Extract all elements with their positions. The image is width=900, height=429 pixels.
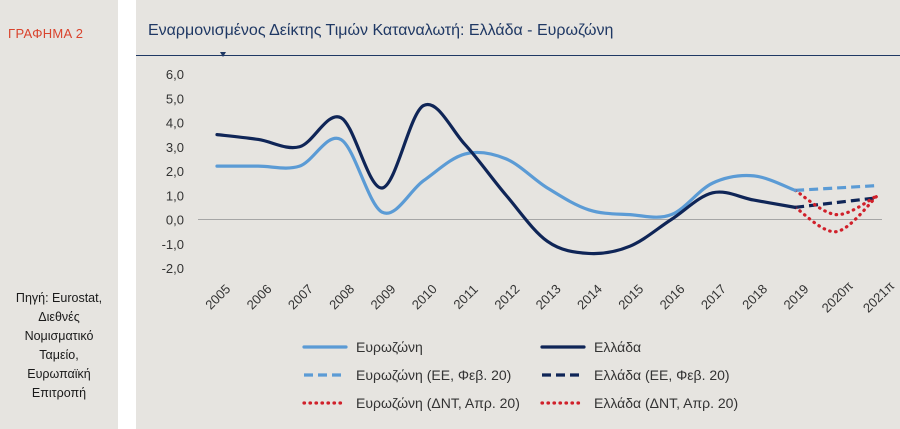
legend-swatch: [304, 373, 346, 377]
x-tick-label: 2011: [450, 282, 480, 312]
x-tick-label: 2020π: [819, 278, 856, 315]
x-tick-label: 2016: [657, 281, 688, 312]
y-tick-label: -1,0: [162, 237, 184, 252]
legend-item-eurozone-ec: Ευρωζώνη (ΕΕ, Φεβ. 20): [302, 364, 511, 386]
legend-label: Ευρωζώνη (ΕΕ, Φεβ. 20): [356, 367, 512, 383]
source-line: Νομισματικό: [24, 329, 94, 343]
series-line-0: [215, 136, 797, 219]
x-tick-label: 2021π: [860, 278, 897, 315]
legend-label: Ελλάδα (ΔΝΤ, Απρ. 20): [594, 395, 739, 411]
y-tick-label: 4,0: [166, 116, 184, 131]
legend-swatch: [540, 345, 586, 349]
legend-item-eurozone-imf: Ευρωζώνη (ΔΝΤ, Απρ. 20): [302, 392, 520, 414]
y-tick-label: 6,0: [166, 67, 184, 82]
legend-item-eurozone: Ευρωζώνη: [302, 336, 423, 358]
legend-label: Ελλάδα: [594, 339, 642, 355]
series-line-1: [215, 102, 797, 256]
x-tick-label: 2009: [367, 281, 398, 312]
x-tick-label: 2005: [202, 281, 233, 312]
legend-item-greece: Ελλάδα: [540, 336, 641, 358]
legend-label: Ελλάδα (ΕΕ, Φεβ. 20): [594, 367, 730, 383]
x-tick-label: 2015: [615, 281, 646, 312]
sidebar: ΓΡΑΦΗΜΑ 2 Πηγή: Eurostat, Διεθνές Νομισμ…: [0, 0, 118, 429]
legend-label: Ευρωζώνη: [356, 339, 423, 355]
source-line: Επιτροπή: [31, 386, 87, 400]
legend-label: Ευρωζώνη (ΔΝΤ, Απρ. 20): [356, 395, 520, 411]
chart-title: Εναρμονισμένος Δείκτης Τιμών Καταναλωτή:…: [148, 22, 614, 39]
x-tick-label: 2014: [574, 281, 605, 312]
legend-swatch: [302, 401, 348, 405]
figure-number: ΓΡΑΦΗΜΑ 2: [8, 26, 84, 41]
y-tick-label: 0,0: [166, 213, 184, 228]
source-line: Ταμείο,: [39, 348, 79, 362]
gutter: [118, 0, 136, 429]
series-line-2: [795, 183, 878, 192]
series-line-4: [793, 188, 880, 217]
title-notch: [220, 52, 226, 57]
legend-swatch: [302, 345, 348, 349]
source-note: Πηγή: Eurostat, Διεθνές Νομισματικό Ταμε…: [0, 289, 118, 403]
legend-item-greece-ec: Ελλάδα (ΕΕ, Φεβ. 20): [540, 364, 730, 386]
source-line: Ευρωπαϊκή: [27, 367, 91, 381]
chart-panel: Εναρμονισμένος Δείκτης Τιμών Καταναλωτή:…: [136, 0, 900, 429]
series-line-3: [795, 196, 878, 209]
x-tick-label: 2008: [326, 281, 357, 312]
y-tick-label: 1,0: [166, 188, 184, 203]
legend-swatch: [540, 401, 586, 405]
x-tick-label: 2010: [409, 281, 440, 312]
x-tick-label: 2013: [533, 281, 564, 312]
x-tick-label: 2012: [491, 281, 522, 312]
x-tick-label: 2007: [285, 281, 316, 312]
x-tick-label: 2006: [244, 281, 275, 312]
legend: Ευρωζώνη Ελλάδα Ευρωζώνη (ΕΕ, Φεβ. 20) Ε…: [302, 336, 782, 416]
y-tick-label: 3,0: [166, 140, 184, 155]
title-rule: [136, 55, 900, 56]
line-chart: 6,0 5,0 4,0 3,0 2,0 1,0 0,0 -1,0 -2,0 2005 2006 200…: [162, 67, 898, 316]
x-tick-label: 2019: [780, 281, 811, 312]
legend-swatch: [542, 373, 584, 377]
legend-item-greece-imf: Ελλάδα (ΔΝΤ, Απρ. 20): [540, 392, 738, 414]
series-line-5: [793, 193, 880, 234]
y-tick-label: 2,0: [166, 164, 184, 179]
source-line: Διεθνές: [38, 310, 80, 324]
source-line: Πηγή: Eurostat,: [15, 291, 103, 305]
y-tick-label: 5,0: [166, 91, 184, 106]
y-tick-label: -2,0: [162, 261, 184, 276]
x-tick-label: 2017: [698, 281, 729, 312]
x-tick-label: 2018: [739, 281, 770, 312]
